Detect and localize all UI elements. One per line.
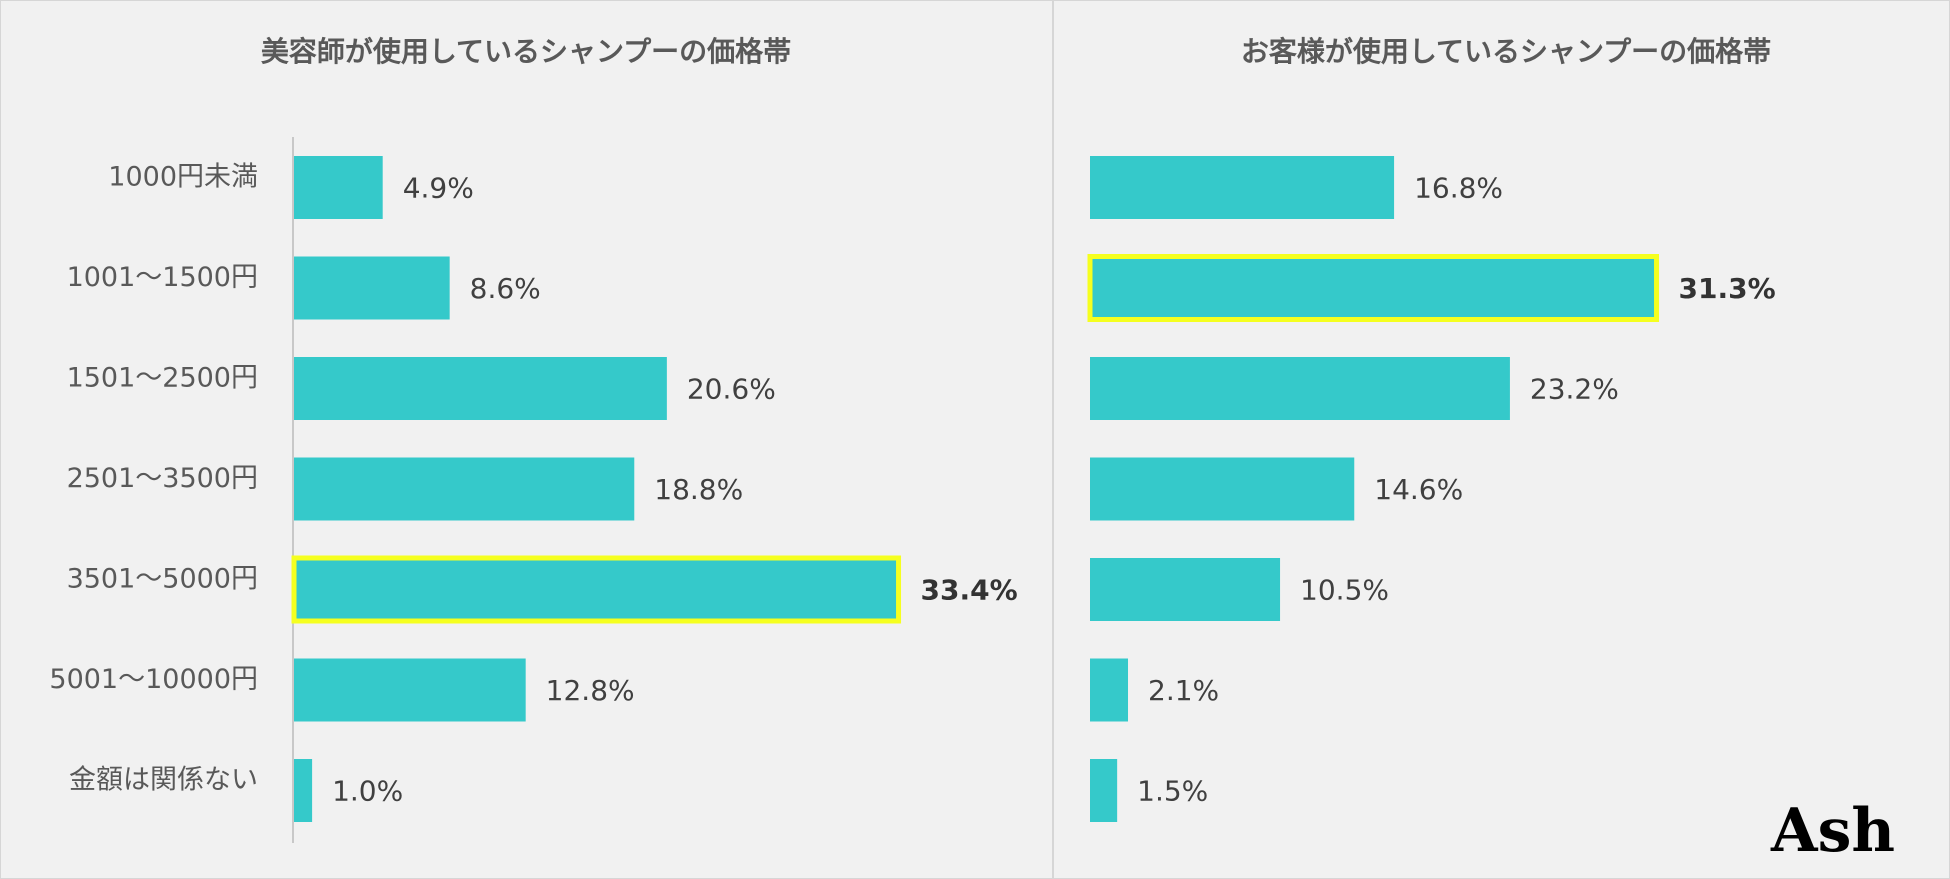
bar: [294, 658, 526, 722]
category-label: 1501～2500円: [67, 363, 258, 394]
category-label: 1000円未満: [108, 162, 258, 193]
bar-highlighted: [291, 555, 902, 624]
data-label: 2.1%: [1148, 674, 1219, 707]
data-label: 12.8%: [546, 674, 635, 707]
bar: [1090, 658, 1129, 722]
data-label: 10.5%: [1300, 574, 1389, 607]
data-label: 1.5%: [1137, 775, 1208, 808]
bar: [1090, 558, 1281, 621]
category-label: 1001～1500円: [67, 262, 258, 293]
data-label: 1.0%: [332, 775, 403, 808]
data-label: 23.2%: [1530, 373, 1619, 406]
bar: [1090, 759, 1118, 822]
stylist-chart-panel: 美容師が使用しているシャンプーの価格帯 4.9% 1000円未満 8.6% 1001～1…: [49, 35, 1018, 843]
bar: [294, 256, 450, 320]
data-label: 16.8%: [1414, 172, 1503, 205]
brand-logo: Ash: [1770, 796, 1895, 866]
category-label: 3501～5000円: [67, 564, 258, 595]
bar: [1090, 357, 1510, 420]
data-label: 31.3%: [1679, 272, 1776, 305]
category-label: 金額は関係ない: [69, 765, 258, 796]
data-label: 8.6%: [470, 272, 541, 305]
data-label: 20.6%: [687, 373, 776, 406]
bar: [294, 759, 313, 822]
data-label: 33.4%: [921, 574, 1018, 607]
category-label: 5001～10000円: [49, 664, 258, 695]
category-label: 2501～3500円: [67, 463, 258, 494]
chart-title: 美容師が使用しているシャンプーの価格帯: [261, 35, 791, 68]
bar-highlighted: [1087, 254, 1660, 322]
data-label: 18.8%: [654, 473, 743, 506]
bar: [294, 357, 667, 420]
data-label: 14.6%: [1374, 473, 1463, 506]
bar: [294, 156, 383, 219]
customer-chart-panel: お客様が使用しているシャンプーの価格帯 16.8% 31.3% 23.2% 14.6% 1…: [1087, 35, 1776, 822]
bar: [294, 457, 635, 521]
chart-title: お客様が使用しているシャンプーの価格帯: [1241, 35, 1771, 68]
bar: [1090, 457, 1355, 521]
data-label: 4.9%: [403, 172, 474, 205]
bar: [1090, 156, 1395, 219]
